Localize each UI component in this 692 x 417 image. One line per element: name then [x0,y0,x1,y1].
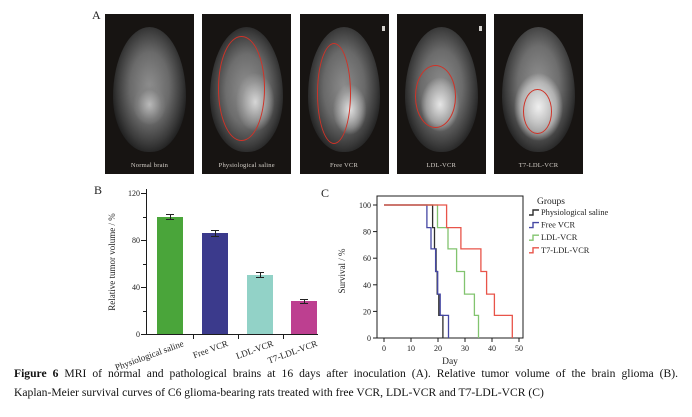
mri-image-physiological-saline: Physiological saline [202,14,292,174]
x-tick-label: 30 [461,344,469,353]
y-tick-label: 60 [363,254,371,263]
error-bar-line [260,272,261,279]
legend-glyph-t7-ldl-vcr [529,247,539,254]
y-tick-label: 0 [367,334,371,343]
survival-curve-free-vcr [384,204,450,338]
mri-image-free-vcr: Free VCR [299,14,389,174]
error-bar-cap-top [166,213,174,215]
bar-chart-y-tick-label: 0 [136,329,140,339]
mri-image-label: Normal brain [130,162,169,169]
bar-physiological-saline [157,216,183,334]
legend-label-t7-ldl-vcr: T7-LDL-VCR [541,246,590,255]
panel-c-letter: C [321,186,330,200]
caption-line-2: Kaplan-Meier survival curves of C6 gliom… [14,385,544,399]
error-bar-cap-top [211,229,219,231]
bar-x-label-free-vcr: Free VCR [191,338,230,361]
bar-chart-y-tick [141,240,146,242]
bar-chart-y-tick [141,287,146,289]
brain-scan [502,26,575,152]
legend-glyph-ldl-vcr [529,234,539,241]
bar-chart-y-minor-tick [143,310,146,312]
bar-free-vcr [202,233,228,334]
survival-curve-chart: 0 10 20 30 40 50 0 20 40 60 80 100 Day Survival / % Gr… [337,195,609,367]
panel-a-letter: A [92,8,101,22]
bar-chart-y-axis [146,189,147,335]
brain-scan [210,26,284,152]
bar-chart-y-tick [141,334,146,335]
error-bar-line [215,229,216,237]
bar-chart-y-tick-label: 120 [128,188,140,198]
brain-scan [307,26,381,152]
bar-chart-y-axis-label: Relative tumor volume / % [107,213,117,311]
y-tick-label: 20 [363,307,371,316]
figure-caption: Figure 6 MRI of normal and pathological … [14,365,678,402]
bar-chart-y-tick-label: 80 [132,235,140,245]
error-bar-cap-top [300,298,308,300]
bar-chart-x-tick [192,335,194,339]
survival-curve-t7-ldl-vcr [384,204,513,338]
legend-label-physiological-saline: Physiological saline [541,208,609,217]
y-tick-label: 40 [363,281,371,290]
mri-image-label: T7-LDL-VCR [518,162,559,169]
x-tick-label: 40 [488,344,496,353]
bar-chart-x-tick [237,335,239,339]
bar-chart-y-minor-tick [143,263,146,265]
error-bar-cap-bottom [256,277,264,279]
bar-t7-ldl-vcr [291,301,317,334]
x-tick-label: 10 [407,344,415,353]
error-bar-cap-top [256,272,264,274]
x-tick-label: 50 [515,344,523,353]
mri-image-label: Free VCR [329,162,359,169]
brain-scan [113,26,186,152]
bar-chart-y-tick [141,193,146,195]
survival-y-axis-label: Survival / % [337,248,347,293]
mri-image-label: LDL-VCR [426,162,457,169]
legend-title: Groups [537,197,565,207]
error-bar-cap-bottom [211,235,219,237]
mri-image-label: Physiological saline [218,162,275,169]
survival-curve-physiological-saline [384,204,444,338]
survival-plot-frame [376,195,524,339]
brain-scan [404,26,478,152]
bar-chart-y-tick-label: 40 [132,282,140,292]
error-bar-cap-bottom [166,218,174,220]
legend-glyph-free-vcr [529,221,539,229]
mri-strip: Normal brain Physiological saline Free VCR… [105,14,583,174]
x-tick-label: 20 [434,344,442,353]
figure-label: Figure 6 [14,367,59,380]
mri-image-t7-ldl-vcr: T7-LDL-VCR [494,14,583,174]
y-tick-label: 80 [363,228,371,237]
error-bar-line [170,213,171,220]
bar-chart-x-tick [282,335,284,339]
film-artifact [381,26,385,31]
y-tick-label: 100 [359,201,371,210]
caption-line-1: Figure 6 MRI of normal and pathological … [14,365,678,384]
bar-chart-y-minor-tick [143,216,146,218]
bar-chart-x-axis [146,334,318,335]
bar-ldl-vcr [247,275,273,334]
error-bar-cap-bottom [300,302,308,304]
mri-image-ldl-vcr: LDL-VCR [396,14,486,174]
legend-glyph-physiological-saline [529,209,539,216]
x-tick-label: 0 [382,344,386,353]
film-artifact [478,26,482,31]
caption-line-1-text: MRI of normal and pathological brains at… [58,367,678,380]
panel-b-letter: B [94,183,103,197]
bar-x-label-t7-ldl-vcr: T7-LDL-VCR [266,338,319,366]
legend-label-ldl-vcr: LDL-VCR [541,233,578,242]
survival-x-axis-label: Day [442,357,458,367]
survival-curve-ldl-vcr [384,204,480,338]
mri-image-normal-brain: Normal brain [105,14,194,174]
error-bar-line [304,298,305,304]
legend-label-free-vcr: Free VCR [541,221,575,230]
